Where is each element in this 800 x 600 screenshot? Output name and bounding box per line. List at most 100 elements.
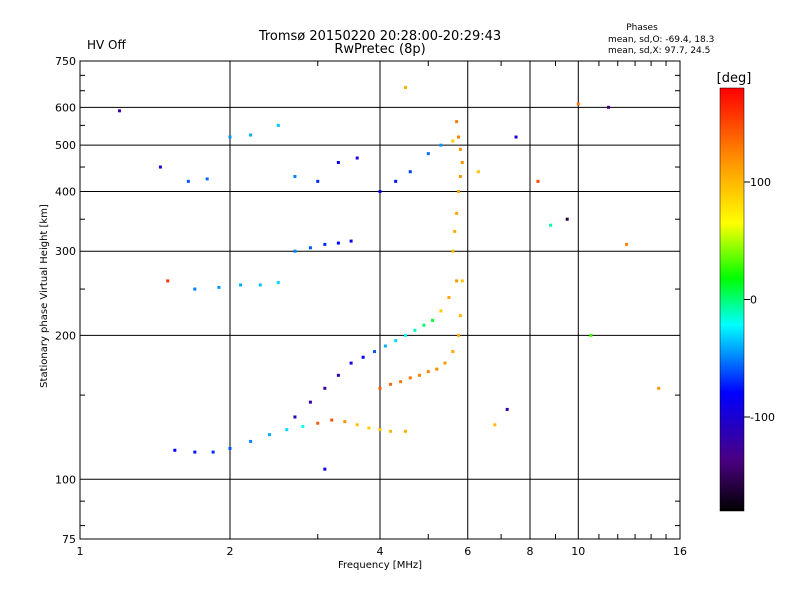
y-tick-label: 200 <box>55 329 76 342</box>
y-tick-label: 100 <box>55 473 76 486</box>
data-point <box>447 296 451 300</box>
data-point <box>228 135 232 139</box>
grid-lines <box>80 61 680 539</box>
y-tick-label: 400 <box>55 185 76 198</box>
data-point <box>267 433 271 437</box>
data-point <box>455 211 459 215</box>
data-point <box>293 249 297 253</box>
x-axis-ticks: 1 2 4 6 8 10 16 <box>77 61 687 558</box>
data-point <box>285 428 289 432</box>
plot-frame <box>79 60 681 540</box>
data-point <box>205 177 209 181</box>
data-point <box>451 249 455 253</box>
x-tick-label: 4 <box>377 545 384 558</box>
data-point <box>426 152 430 156</box>
data-point <box>457 189 461 193</box>
colorbar-tick-label: -100 <box>750 411 775 424</box>
data-point <box>403 429 407 433</box>
data-point <box>399 380 403 384</box>
data-point <box>457 333 461 337</box>
data-point <box>417 373 421 377</box>
data-point <box>657 386 661 390</box>
phase-stats-o: mean, sd,O: -69.4, 18.3 <box>608 35 714 45</box>
data-point <box>217 285 221 289</box>
data-point <box>343 420 347 424</box>
x-tick-label: 2 <box>227 545 234 558</box>
data-point <box>228 446 232 450</box>
y-tick-label: 75 <box>62 533 76 546</box>
data-point <box>323 242 327 246</box>
data-point <box>193 287 197 291</box>
data-point <box>408 376 412 380</box>
x-tick-label: 8 <box>527 545 534 558</box>
data-point <box>458 314 462 318</box>
data-point <box>455 279 459 283</box>
colorbar <box>719 87 745 512</box>
data-point <box>493 423 497 427</box>
y-tick-label: 600 <box>55 101 76 114</box>
y-tick-label: 500 <box>55 139 76 152</box>
data-point <box>166 279 170 283</box>
data-point <box>389 382 393 386</box>
y-tick-label: 300 <box>55 245 76 258</box>
data-point <box>413 328 417 332</box>
data-point <box>607 105 611 109</box>
data-points <box>117 86 661 471</box>
data-point <box>460 279 464 283</box>
data-point <box>316 179 320 183</box>
data-point <box>378 189 382 193</box>
data-point <box>316 421 320 425</box>
hv-status-label: HV Off <box>87 38 126 52</box>
phase-stats-title: Phases <box>626 23 658 33</box>
data-point <box>239 283 243 287</box>
data-point <box>367 426 371 430</box>
data-point <box>576 102 580 106</box>
data-point <box>323 467 327 471</box>
data-point <box>455 120 459 124</box>
y-axis-label: Stationary phase Virtual Height [km] <box>39 204 50 388</box>
data-point <box>276 281 280 285</box>
data-point <box>361 355 365 359</box>
data-point <box>625 242 629 246</box>
data-point <box>549 223 553 227</box>
data-point <box>457 135 461 139</box>
chart-title: Tromsø 20150220 20:28:00-20:29:43 <box>258 29 501 44</box>
data-point <box>403 86 407 90</box>
data-point <box>394 179 398 183</box>
data-point <box>458 147 462 151</box>
data-point <box>536 179 540 183</box>
colorbar-label: [deg] <box>717 71 752 86</box>
y-axis-ticks: 75 100 200 300 400 500 600 750 <box>55 55 680 546</box>
data-point <box>565 217 569 221</box>
data-point <box>453 229 457 233</box>
data-point <box>505 407 509 411</box>
data-point <box>349 361 353 365</box>
data-point <box>378 428 382 432</box>
data-point <box>276 123 280 127</box>
data-point <box>301 424 305 428</box>
data-point <box>394 339 398 343</box>
data-point <box>426 370 430 374</box>
data-point <box>431 318 435 322</box>
colorbar-ticks: -100 0 100 <box>744 176 775 424</box>
data-point <box>323 386 327 390</box>
data-point <box>186 179 190 183</box>
data-point <box>451 139 455 143</box>
data-point <box>158 165 162 169</box>
data-point <box>389 429 393 433</box>
data-point <box>378 386 382 390</box>
data-point <box>258 283 262 287</box>
data-point <box>336 241 340 245</box>
data-point <box>408 170 412 174</box>
data-point <box>443 361 447 365</box>
data-point <box>476 170 480 174</box>
data-point <box>330 418 334 422</box>
data-point <box>589 333 593 337</box>
data-point <box>383 344 387 348</box>
data-point <box>293 415 297 419</box>
data-point <box>249 439 253 443</box>
colorbar-tick-label: 100 <box>750 176 771 189</box>
data-point <box>308 246 312 250</box>
colorbar-tick-label: 0 <box>750 294 757 307</box>
